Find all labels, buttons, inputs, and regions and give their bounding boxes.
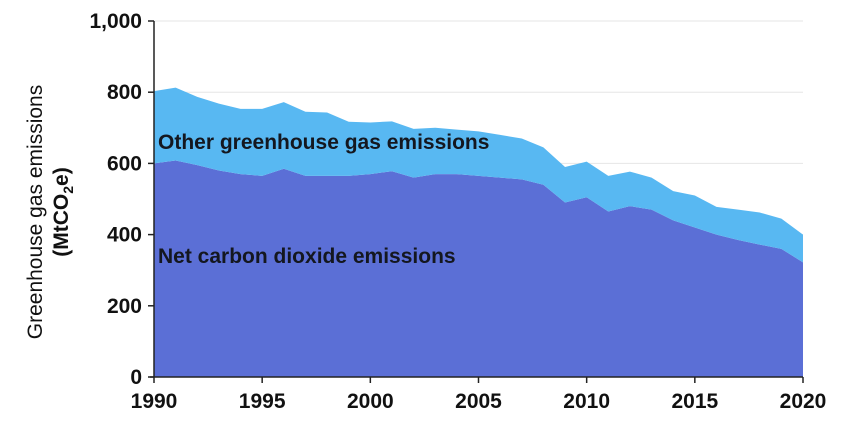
y-axis-unit-subscript: 2 — [60, 186, 76, 194]
y-axis-unit-part-1: (MtCO — [50, 194, 73, 257]
y-tick-label-400: 400 — [107, 224, 142, 247]
area-series — [154, 87, 803, 377]
area-other-greenhouse-gas-emissions — [154, 87, 803, 263]
x-tick-label-2020: 2020 — [780, 390, 827, 413]
y-axis-title: Greenhouse gas emissions — [24, 85, 47, 339]
y-tick-label-1000: 1,000 — [89, 10, 142, 33]
x-tick-label-2010: 2010 — [563, 390, 610, 413]
area-net-carbon-dioxide-emissions — [154, 160, 803, 377]
y-tick-label-600: 600 — [107, 152, 142, 175]
y-axis-unit: (MtCO2e) — [50, 167, 76, 256]
annotation-net-co2: Net carbon dioxide emissions — [158, 245, 456, 268]
x-tick-label-2000: 2000 — [347, 390, 394, 413]
x-tick-label-1990: 1990 — [131, 390, 178, 413]
x-tick-label-2015: 2015 — [671, 390, 718, 413]
x-tick-label-1995: 1995 — [239, 390, 286, 413]
annotation-other-ghg: Other greenhouse gas emissions — [158, 131, 489, 154]
y-axis-ticks: 0 200 400 600 800 1,000 — [89, 10, 154, 389]
y-axis-unit-part-2: e) — [50, 167, 73, 186]
y-tick-label-200: 200 — [107, 295, 142, 318]
y-tick-label-800: 800 — [107, 81, 142, 104]
x-axis-ticks: 1990 1995 2000 2005 2010 2015 2020 — [131, 377, 827, 413]
x-tick-label-2005: 2005 — [455, 390, 502, 413]
y-tick-label-0: 0 — [130, 366, 142, 389]
